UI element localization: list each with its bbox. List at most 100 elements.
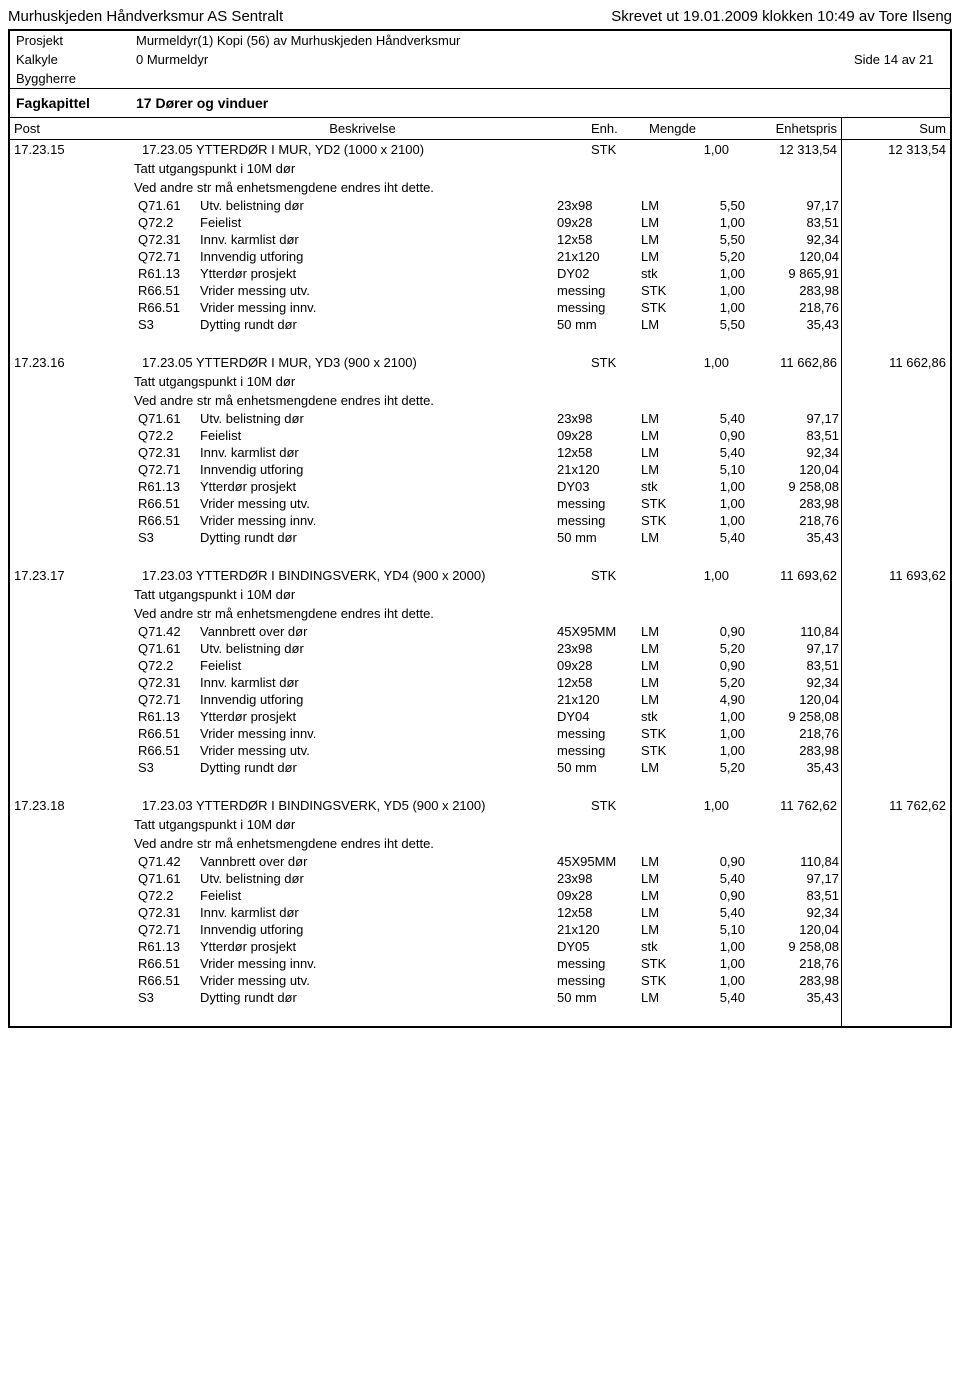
sub-code: Q71.61	[134, 198, 198, 213]
sub-dim: 50 mm	[555, 760, 639, 775]
sub-unit: LM	[639, 692, 683, 707]
sub-dim: 50 mm	[555, 990, 639, 1005]
page-header: Murhuskjeden Håndverksmur AS Sentralt Sk…	[8, 8, 952, 25]
sub-dim: messing	[555, 726, 639, 741]
table-body: 17.23.1517.23.05 YTTERDØR I MUR, YD2 (10…	[10, 140, 950, 1026]
sub-code: Q71.61	[134, 411, 198, 426]
sub-price: 83,51	[747, 428, 841, 443]
sub-qty: 5,50	[683, 232, 747, 247]
sub-unit: LM	[639, 411, 683, 426]
post-sum: 11 762,62	[841, 796, 950, 1026]
sub-dim: 23x98	[555, 641, 639, 656]
sub-code: Q72.2	[134, 428, 198, 443]
sub-dim: 09x28	[555, 428, 639, 443]
sub-desc: Innv. karmlist dør	[198, 905, 555, 920]
sub-unit: STK	[639, 513, 683, 528]
sub-code: Q72.2	[134, 215, 198, 230]
post-enh: STK	[587, 566, 645, 585]
sub-code: Q72.71	[134, 692, 198, 707]
sub-unit: STK	[639, 973, 683, 988]
sub-row: R61.13Ytterdør prosjektDY02stk1,009 865,…	[10, 265, 841, 282]
sub-code: Q71.42	[134, 624, 198, 639]
post-pris: 12 313,54	[733, 140, 841, 159]
sub-unit: STK	[639, 743, 683, 758]
sub-desc: Dytting rundt dør	[198, 530, 555, 545]
sub-qty: 0,90	[683, 428, 747, 443]
sub-desc: Ytterdør prosjekt	[198, 266, 555, 281]
sub-unit: LM	[639, 905, 683, 920]
sub-price: 83,51	[747, 215, 841, 230]
post-enh: STK	[587, 140, 645, 159]
sub-desc: Feielist	[198, 428, 555, 443]
post-code: 17.23.16	[10, 353, 138, 372]
sub-desc: Utv. belistning dør	[198, 411, 555, 426]
sub-price: 218,76	[747, 956, 841, 971]
fagkapittel-label: Fagkapittel	[16, 95, 136, 111]
sub-row: R66.51Vrider messing utv.messingSTK1,002…	[10, 495, 841, 512]
sub-desc: Ytterdør prosjekt	[198, 479, 555, 494]
table-header: Post Beskrivelse Enh. Mengde Enhetspris …	[10, 118, 950, 140]
sub-code: Q71.61	[134, 871, 198, 886]
sub-unit: STK	[639, 496, 683, 511]
sub-row: Q71.61Utv. belistning dør23x98LM5,2097,1…	[10, 640, 841, 657]
byggherre-label: Byggherre	[16, 71, 136, 86]
post-note: Tatt utgangspunkt i 10M dør	[10, 159, 841, 178]
sub-qty: 1,00	[683, 300, 747, 315]
post-note: Ved andre str må enhetsmengdene endres i…	[10, 391, 841, 410]
sub-qty: 5,10	[683, 922, 747, 937]
sub-row: R61.13Ytterdør prosjektDY03stk1,009 258,…	[10, 478, 841, 495]
sub-code: Q72.71	[134, 249, 198, 264]
sub-unit: stk	[639, 479, 683, 494]
sub-unit: STK	[639, 300, 683, 315]
sub-qty: 5,40	[683, 411, 747, 426]
sub-price: 110,84	[747, 624, 841, 639]
sub-unit: stk	[639, 266, 683, 281]
sub-dim: 21x120	[555, 922, 639, 937]
print-info: Skrevet ut 19.01.2009 klokken 10:49 av T…	[611, 8, 952, 25]
sub-code: R61.13	[134, 479, 198, 494]
sub-price: 92,34	[747, 232, 841, 247]
post-pris: 11 693,62	[733, 566, 841, 585]
col-mengde: Mengde	[645, 118, 733, 139]
sub-row: R66.51Vrider messing utv.messingSTK1,002…	[10, 282, 841, 299]
sub-code: Q72.2	[134, 658, 198, 673]
post-enh: STK	[587, 353, 645, 372]
sub-row: R61.13Ytterdør prosjektDY05stk1,009 258,…	[10, 938, 841, 955]
meta-byggherre: Byggherre	[10, 69, 950, 88]
sub-dim: 12x58	[555, 905, 639, 920]
post-desc: 17.23.03 YTTERDØR I BINDINGSVERK, YD4 (9…	[138, 566, 587, 585]
sub-price: 9 258,08	[747, 709, 841, 724]
sub-row: S3Dytting rundt dør50 mmLM5,4035,43	[10, 989, 841, 1006]
post-desc: 17.23.03 YTTERDØR I BINDINGSVERK, YD5 (9…	[138, 796, 587, 815]
sub-dim: DY02	[555, 266, 639, 281]
post-section: 17.23.1517.23.05 YTTERDØR I MUR, YD2 (10…	[10, 140, 950, 353]
sub-desc: Vannbrett over dør	[198, 624, 555, 639]
sub-qty: 1,00	[683, 513, 747, 528]
sub-unit: LM	[639, 530, 683, 545]
sub-qty: 0,90	[683, 888, 747, 903]
sub-qty: 5,50	[683, 317, 747, 332]
post-mengde: 1,00	[645, 796, 733, 815]
sub-code: R66.51	[134, 496, 198, 511]
sub-dim: 21x120	[555, 692, 639, 707]
sub-unit: LM	[639, 445, 683, 460]
sub-row: Q71.61Utv. belistning dør23x98LM5,4097,1…	[10, 410, 841, 427]
sub-code: Q71.61	[134, 641, 198, 656]
sub-dim: messing	[555, 496, 639, 511]
sub-desc: Feielist	[198, 888, 555, 903]
sub-qty: 0,90	[683, 854, 747, 869]
sub-qty: 1,00	[683, 479, 747, 494]
sub-code: Q72.31	[134, 675, 198, 690]
sub-row: Q71.42Vannbrett over dør45X95MMLM0,90110…	[10, 623, 841, 640]
sub-row: Q72.2Feielist09x28LM0,9083,51	[10, 887, 841, 904]
sub-code: Q72.71	[134, 922, 198, 937]
sub-code: R61.13	[134, 266, 198, 281]
sub-unit: LM	[639, 215, 683, 230]
sub-desc: Innvendig utforing	[198, 462, 555, 477]
sub-dim: 12x58	[555, 232, 639, 247]
sub-price: 120,04	[747, 249, 841, 264]
sub-qty: 1,00	[683, 266, 747, 281]
sub-code: R66.51	[134, 726, 198, 741]
sub-dim: messing	[555, 743, 639, 758]
sub-row: S3Dytting rundt dør50 mmLM5,5035,43	[10, 316, 841, 333]
